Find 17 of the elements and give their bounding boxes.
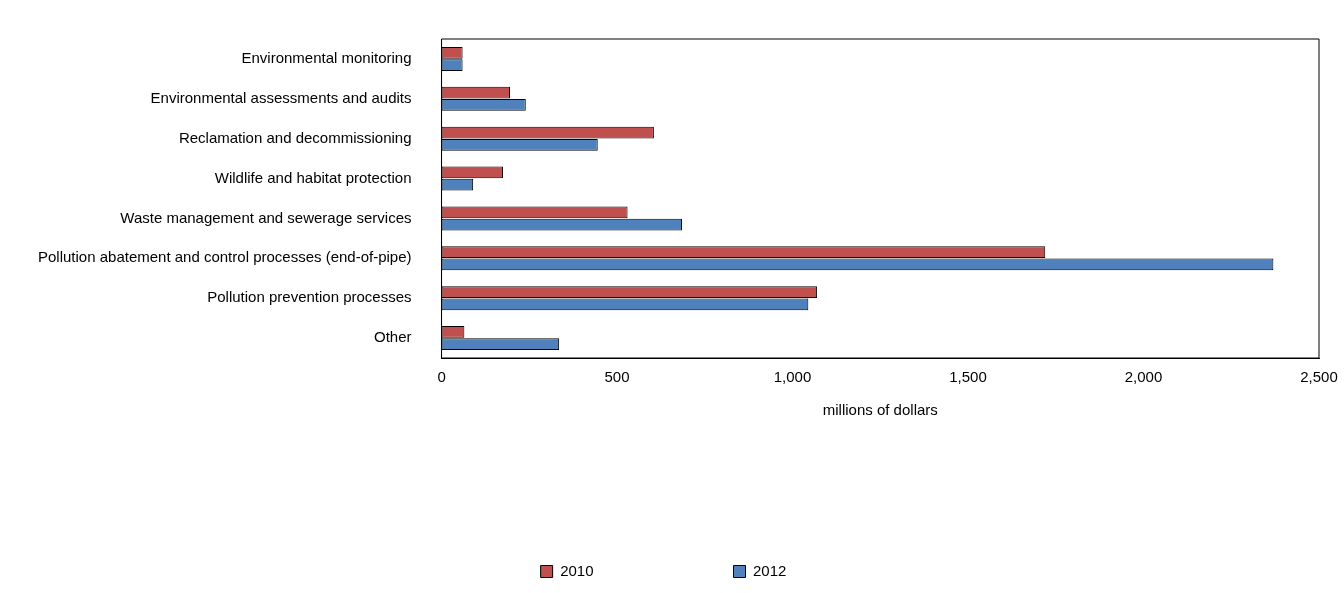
x-tick-label: 0 — [437, 368, 446, 386]
legend-label: 2010 — [560, 561, 594, 579]
x-tick-label: 1,000 — [773, 368, 812, 386]
y-tick-label: Pollution prevention processes — [207, 288, 412, 306]
x-tick-label: 2,500 — [1300, 368, 1338, 386]
y-tick-label: Waste management and sewerage services — [120, 208, 412, 226]
legend-label: 2012 — [753, 561, 787, 579]
x-axis-title: millions of dollars — [822, 401, 938, 419]
x-tick-label: 500 — [604, 368, 630, 386]
y-tick-label: Environmental assessments and audits — [150, 88, 412, 106]
y-tick-label: Environmental monitoring — [241, 49, 412, 67]
x-tick-label: 2,000 — [1124, 368, 1163, 386]
y-tick-label: Wildlife and habitat protection — [214, 168, 412, 186]
y-tick-label: Other — [374, 328, 412, 346]
y-tick-label: Pollution abatement and control processes (end-of-pipe) — [37, 248, 412, 266]
x-tick-label: 1,500 — [949, 368, 987, 386]
y-tick-label: Reclamation and decommissioning — [178, 128, 412, 146]
